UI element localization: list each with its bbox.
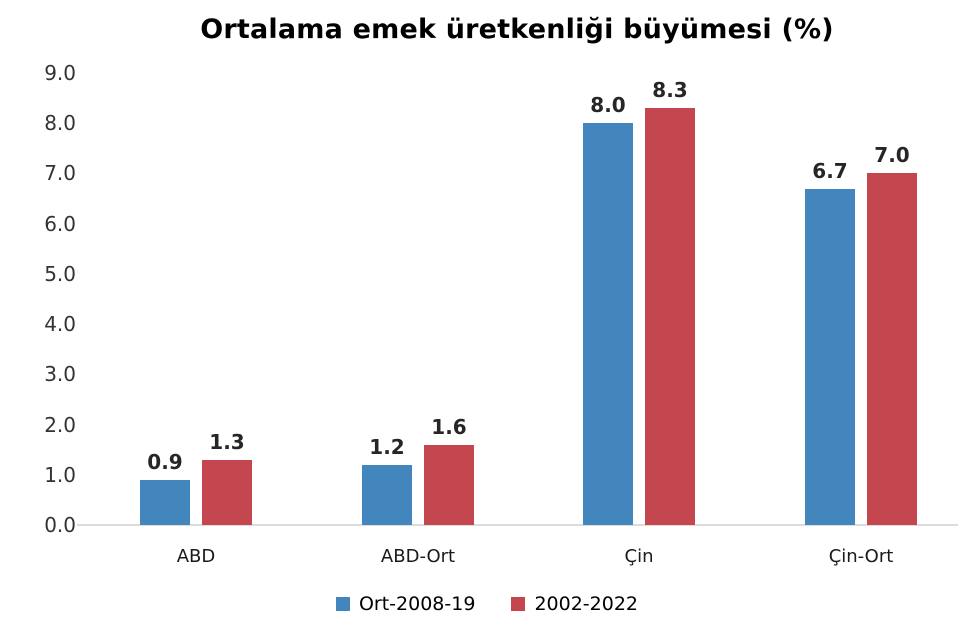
y-tick-1.0: 1.0 <box>44 462 76 487</box>
bar-group-in: 8.0 8.3 <box>583 78 695 525</box>
legend-label: 2002-2022 <box>534 593 639 615</box>
bar-group-in-ort: 6.7 7.0 <box>805 143 917 525</box>
bar-2002-2022-in-ort: 7.0 <box>867 143 917 525</box>
bar-ort-2008-19-abd: 0.9 <box>140 450 190 525</box>
bar-group-abd-ort: 1.2 1.6 <box>362 415 474 525</box>
bar-value-label: 0.9 <box>147 449 183 474</box>
x-label-in: Çin <box>624 546 654 567</box>
x-label-in-ort: Çin-Ort <box>828 546 894 567</box>
bar-value-label: 7.0 <box>874 143 910 168</box>
bar-ort-2008-19-in: 8.0 <box>583 93 633 525</box>
y-tick-6.0: 6.0 <box>44 211 76 236</box>
legend-item-2002-2022: 2002-2022 <box>511 593 638 615</box>
y-tick-4.0: 4.0 <box>44 312 76 337</box>
x-label-abd: ABD <box>176 546 216 567</box>
y-tick-9.0: 9.0 <box>44 61 76 85</box>
bar-ort-2008-19-abd-ort: 1.2 <box>362 435 412 525</box>
legend: Ort-2008-19 2002-2022 <box>0 593 974 615</box>
bar-ort-2008-19-in-ort: 6.7 <box>805 159 855 525</box>
bar-value-label: 1.2 <box>369 434 405 459</box>
legend-item-ort-2008-19: Ort-2008-19 <box>335 593 476 615</box>
y-tick-3.0: 3.0 <box>44 362 76 387</box>
x-axis-line <box>77 524 958 526</box>
y-tick-7.0: 7.0 <box>44 161 76 186</box>
y-tick-5.0: 5.0 <box>44 261 76 286</box>
x-label-abd-ort: ABD-Ort <box>380 546 456 567</box>
bar-value-label: 1.3 <box>209 429 245 454</box>
y-tick-0.0: 0.0 <box>44 513 76 537</box>
legend-swatch-2002-2022 <box>511 597 526 611</box>
bar-2002-2022-abd: 1.3 <box>202 430 252 525</box>
bar-value-label: 8.3 <box>652 78 688 103</box>
bar-2002-2022-abd-ort: 1.6 <box>424 415 474 525</box>
legend-label: Ort-2008-19 <box>358 593 476 615</box>
bar-value-label: 8.0 <box>590 93 626 118</box>
chart-title: Ortalama emek üretkenliği büyümesi (%) <box>200 14 834 45</box>
bar-group-abd: 0.9 1.3 <box>140 430 252 525</box>
plot-area: 0.9 1.3 1.2 1.6 8.0 8.3 6.7 7.0 <box>77 73 958 526</box>
bar-2002-2022-in: 8.3 <box>645 78 695 525</box>
y-tick-2.0: 2.0 <box>44 412 76 437</box>
y-tick-8.0: 8.0 <box>44 111 76 136</box>
legend-swatch-ort-2008-19 <box>335 597 350 611</box>
bar-value-label: 1.6 <box>431 414 467 439</box>
bar-value-label: 6.7 <box>812 158 848 183</box>
